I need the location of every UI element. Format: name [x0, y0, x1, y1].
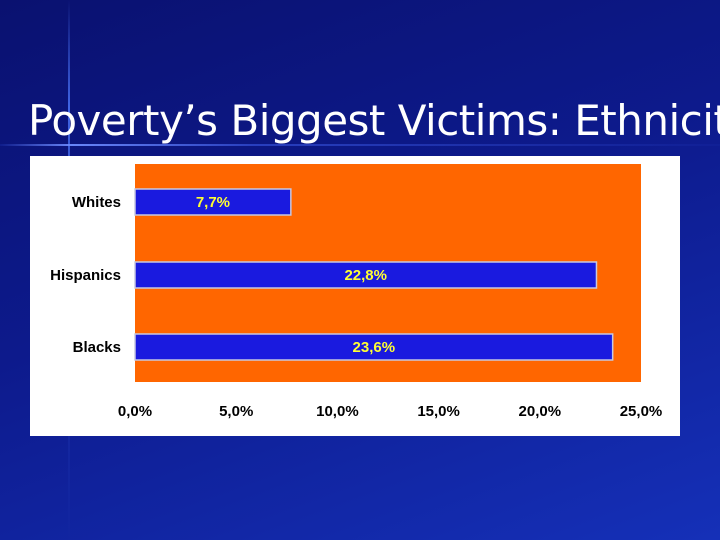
category-label-blacks: Blacks — [73, 339, 121, 356]
x-tick-label: 20,0% — [519, 403, 562, 420]
decorative-horizontal-line — [0, 144, 720, 146]
chart-panel: 7,7% Whites 22,8% Hispanics 23,6% Blacks 0,0% 5… — [30, 156, 680, 436]
x-tick-label: 5,0% — [219, 403, 253, 420]
bar-chart: 7,7% Whites 22,8% Hispanics 23,6% Blacks 0,0% 5… — [50, 164, 663, 420]
x-tick-label: 15,0% — [417, 403, 460, 420]
bar-hispanics — [134, 261, 598, 289]
category-label-hispanics: Hispanics — [50, 267, 121, 284]
bar-whites — [134, 188, 292, 216]
x-tick-label: 0,0% — [118, 403, 152, 420]
x-tick-label: 25,0% — [620, 403, 663, 420]
data-label-hispanics: 22,8% — [344, 267, 387, 284]
category-label-whites: Whites — [72, 194, 121, 211]
data-label-blacks: 23,6% — [353, 339, 396, 356]
data-label-whites: 7,7% — [196, 194, 230, 211]
x-tick-label: 10,0% — [316, 403, 359, 420]
bar-blacks — [134, 333, 614, 361]
slide-title: Poverty’s Biggest Victims: Ethnicity — [28, 96, 720, 145]
